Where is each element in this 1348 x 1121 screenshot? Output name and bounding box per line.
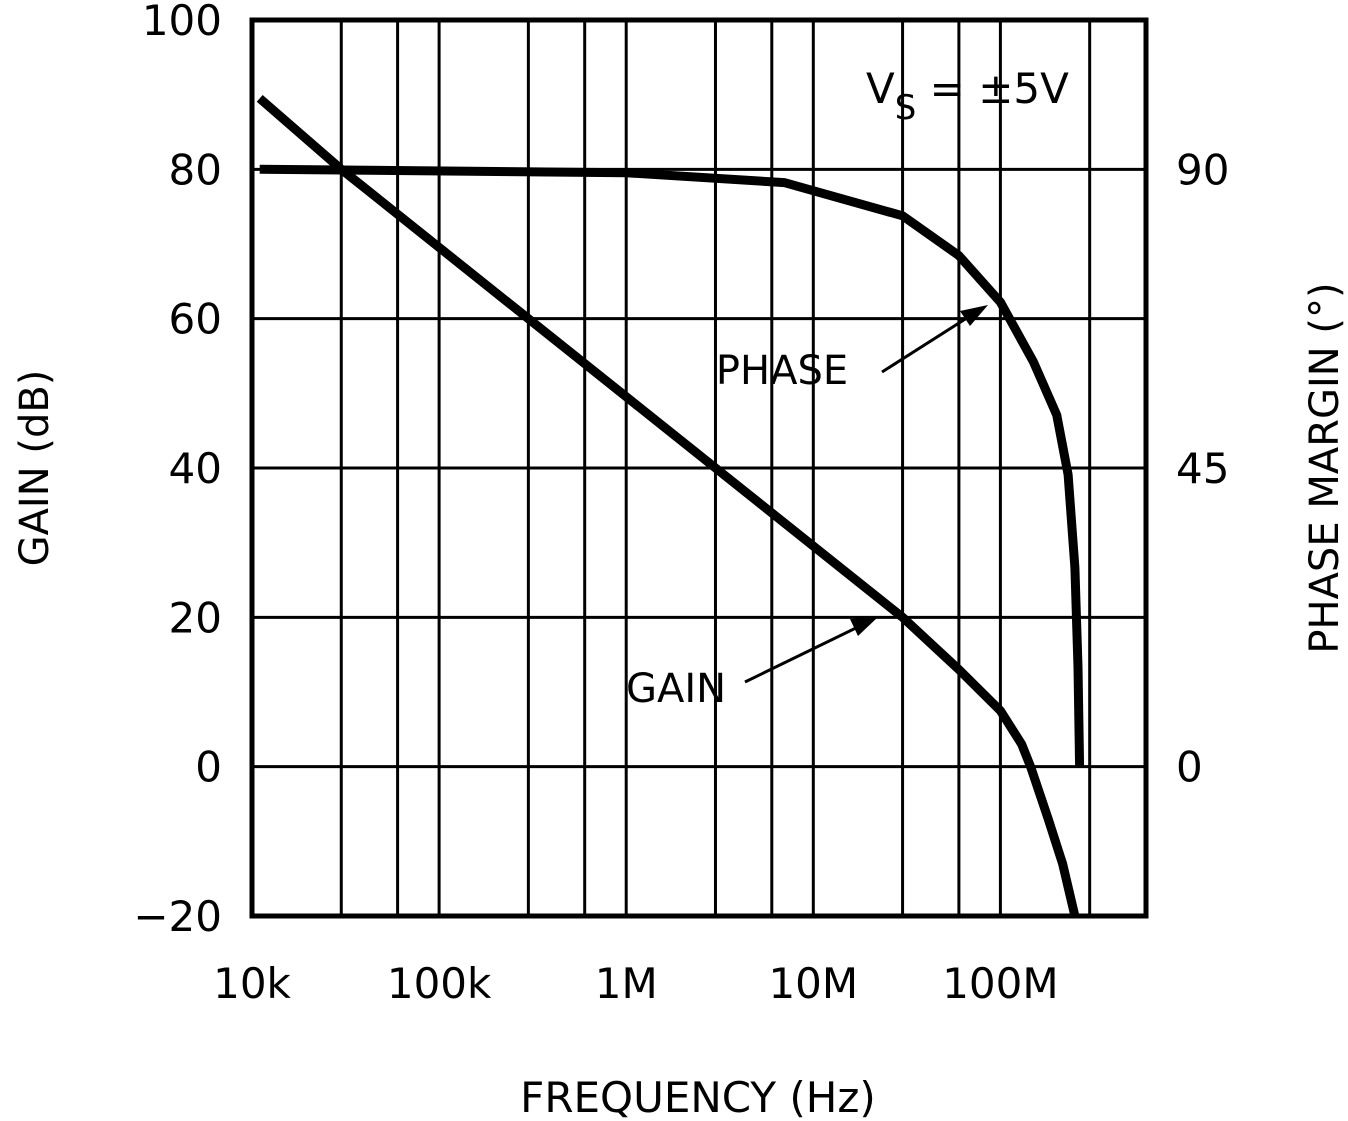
- phase-arrow: [881, 314, 971, 374]
- y2-tick-label: 45: [1176, 444, 1229, 493]
- supply-annotation: VS = ±5V: [866, 64, 1069, 128]
- tick-labels: 100 80 60 40 20 0 −20 90 45 0 10k 100k 1M 10M 100M: [133, 0, 1229, 1008]
- y-tick-label: 40: [169, 444, 222, 493]
- curves: [256, 95, 1085, 918]
- y2-tick-label: 90: [1176, 145, 1229, 194]
- y-tick-label: −20: [133, 892, 222, 941]
- y-tick-label: 80: [169, 145, 222, 194]
- phase-curve: [259, 164, 1085, 767]
- x-tick-label: 100M: [942, 959, 1058, 1008]
- y-tick-label: 100: [142, 0, 222, 45]
- phase-arrowhead: [960, 305, 988, 326]
- x-tick-label: 100k: [387, 959, 492, 1008]
- grid: [249, 17, 1149, 919]
- x-tick-label: 10M: [768, 959, 858, 1008]
- gain-curve: [256, 95, 1080, 918]
- phase-label: PHASE: [716, 348, 848, 394]
- x-tick-label: 1M: [595, 959, 658, 1008]
- x-tick-label: 10k: [213, 959, 291, 1008]
- x-axis-label: FREQUENCY (Hz): [520, 1073, 876, 1121]
- gain-arrowhead: [850, 617, 878, 636]
- y2-tick-label: 0: [1176, 743, 1203, 792]
- gain-label: GAIN: [626, 666, 726, 712]
- gain-arrow: [744, 624, 861, 684]
- y2-axis-label: PHASE MARGIN (°): [1302, 282, 1348, 653]
- y-tick-label: 20: [169, 593, 222, 642]
- y-tick-label: 60: [169, 295, 222, 344]
- y-axis-label: GAIN (dB): [12, 370, 58, 567]
- plot-frame: [249, 17, 1149, 919]
- y-tick-label: 0: [195, 743, 222, 792]
